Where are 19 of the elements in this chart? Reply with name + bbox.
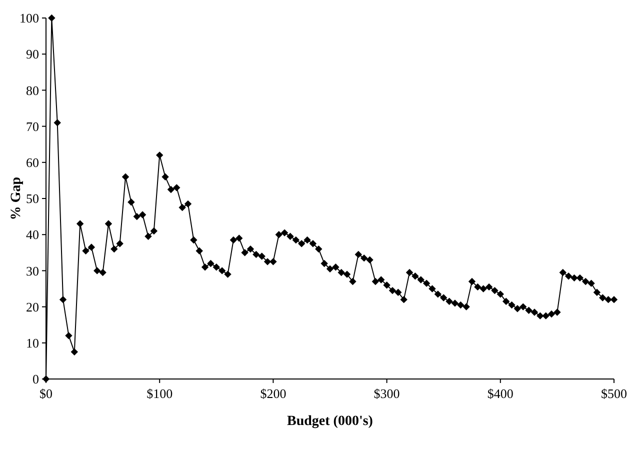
y-tick-label: 20	[26, 299, 39, 314]
x-tick-label: $300	[374, 386, 400, 401]
y-tick-label: 100	[20, 10, 39, 26]
x-tick-label: $100	[146, 386, 173, 401]
y-tick-label: 60	[26, 154, 39, 170]
x-tick-label: $400	[487, 386, 514, 401]
x-axis-title: Budget (000's)	[287, 414, 374, 429]
y-tick-label: 70	[26, 118, 39, 134]
y-tick-label: 50	[26, 191, 39, 206]
y-tick-label: 80	[26, 82, 39, 98]
y-axis-title: % Gap	[9, 176, 24, 220]
y-tick-label: 30	[26, 263, 39, 278]
y-tick-label: 40	[26, 227, 39, 242]
y-tick-label: 0	[32, 372, 39, 387]
x-tick-label: $0	[40, 386, 52, 401]
x-tick-label: $200	[260, 386, 286, 401]
y-tick-label: 90	[26, 46, 39, 62]
y-tick-label: 10	[26, 335, 39, 350]
x-tick-label: $500	[601, 386, 627, 401]
